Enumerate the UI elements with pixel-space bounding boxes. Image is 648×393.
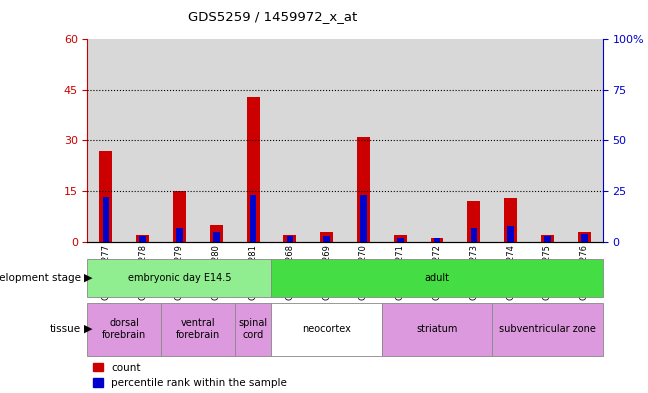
Text: ventral
forebrain: ventral forebrain: [176, 318, 220, 340]
Bar: [235, 303, 272, 356]
Bar: [544, 236, 551, 242]
Bar: [397, 238, 404, 242]
Bar: [434, 238, 441, 242]
Bar: [382, 303, 492, 356]
Text: adult: adult: [424, 273, 450, 283]
Text: subventricular zone: subventricular zone: [499, 324, 596, 334]
Bar: [136, 235, 149, 242]
Bar: [249, 195, 257, 242]
Bar: [286, 236, 293, 242]
Bar: [176, 228, 183, 242]
Bar: [357, 137, 370, 242]
Bar: [87, 39, 124, 242]
Bar: [360, 195, 367, 242]
Bar: [87, 303, 161, 356]
Bar: [394, 235, 407, 242]
Bar: [272, 303, 382, 356]
Bar: [566, 39, 603, 242]
Text: neocortex: neocortex: [302, 324, 351, 334]
Bar: [161, 303, 235, 356]
Bar: [283, 235, 296, 242]
Bar: [308, 39, 345, 242]
Text: spinal
cord: spinal cord: [238, 318, 268, 340]
Bar: [467, 201, 480, 242]
Bar: [419, 39, 456, 242]
Bar: [198, 39, 235, 242]
Bar: [541, 235, 554, 242]
Text: ▶: ▶: [84, 324, 93, 334]
Text: GDS5259 / 1459972_x_at: GDS5259 / 1459972_x_at: [187, 10, 357, 23]
Text: striatum: striatum: [417, 324, 457, 334]
Bar: [581, 233, 588, 242]
Text: embryonic day E14.5: embryonic day E14.5: [128, 273, 231, 283]
Bar: [213, 231, 220, 242]
Bar: [578, 231, 591, 242]
Bar: [323, 236, 330, 242]
Bar: [87, 259, 272, 297]
Bar: [272, 39, 308, 242]
Bar: [272, 259, 603, 297]
Bar: [173, 191, 186, 242]
Bar: [235, 39, 272, 242]
Bar: [456, 39, 492, 242]
Text: tissue: tissue: [50, 324, 81, 334]
Bar: [99, 151, 112, 242]
Bar: [492, 303, 603, 356]
Text: dorsal
forebrain: dorsal forebrain: [102, 318, 146, 340]
Bar: [247, 97, 259, 242]
Legend: count, percentile rank within the sample: count, percentile rank within the sample: [93, 363, 287, 388]
Bar: [210, 225, 223, 242]
Bar: [507, 226, 514, 242]
Bar: [431, 238, 443, 242]
Text: development stage: development stage: [0, 273, 81, 283]
Bar: [345, 39, 382, 242]
Bar: [382, 39, 419, 242]
Bar: [504, 198, 517, 242]
Bar: [492, 39, 529, 242]
Bar: [529, 39, 566, 242]
Text: ▶: ▶: [84, 273, 93, 283]
Bar: [320, 231, 333, 242]
Bar: [470, 228, 477, 242]
Bar: [102, 197, 110, 242]
Bar: [124, 39, 161, 242]
Bar: [139, 236, 146, 242]
Bar: [161, 39, 198, 242]
